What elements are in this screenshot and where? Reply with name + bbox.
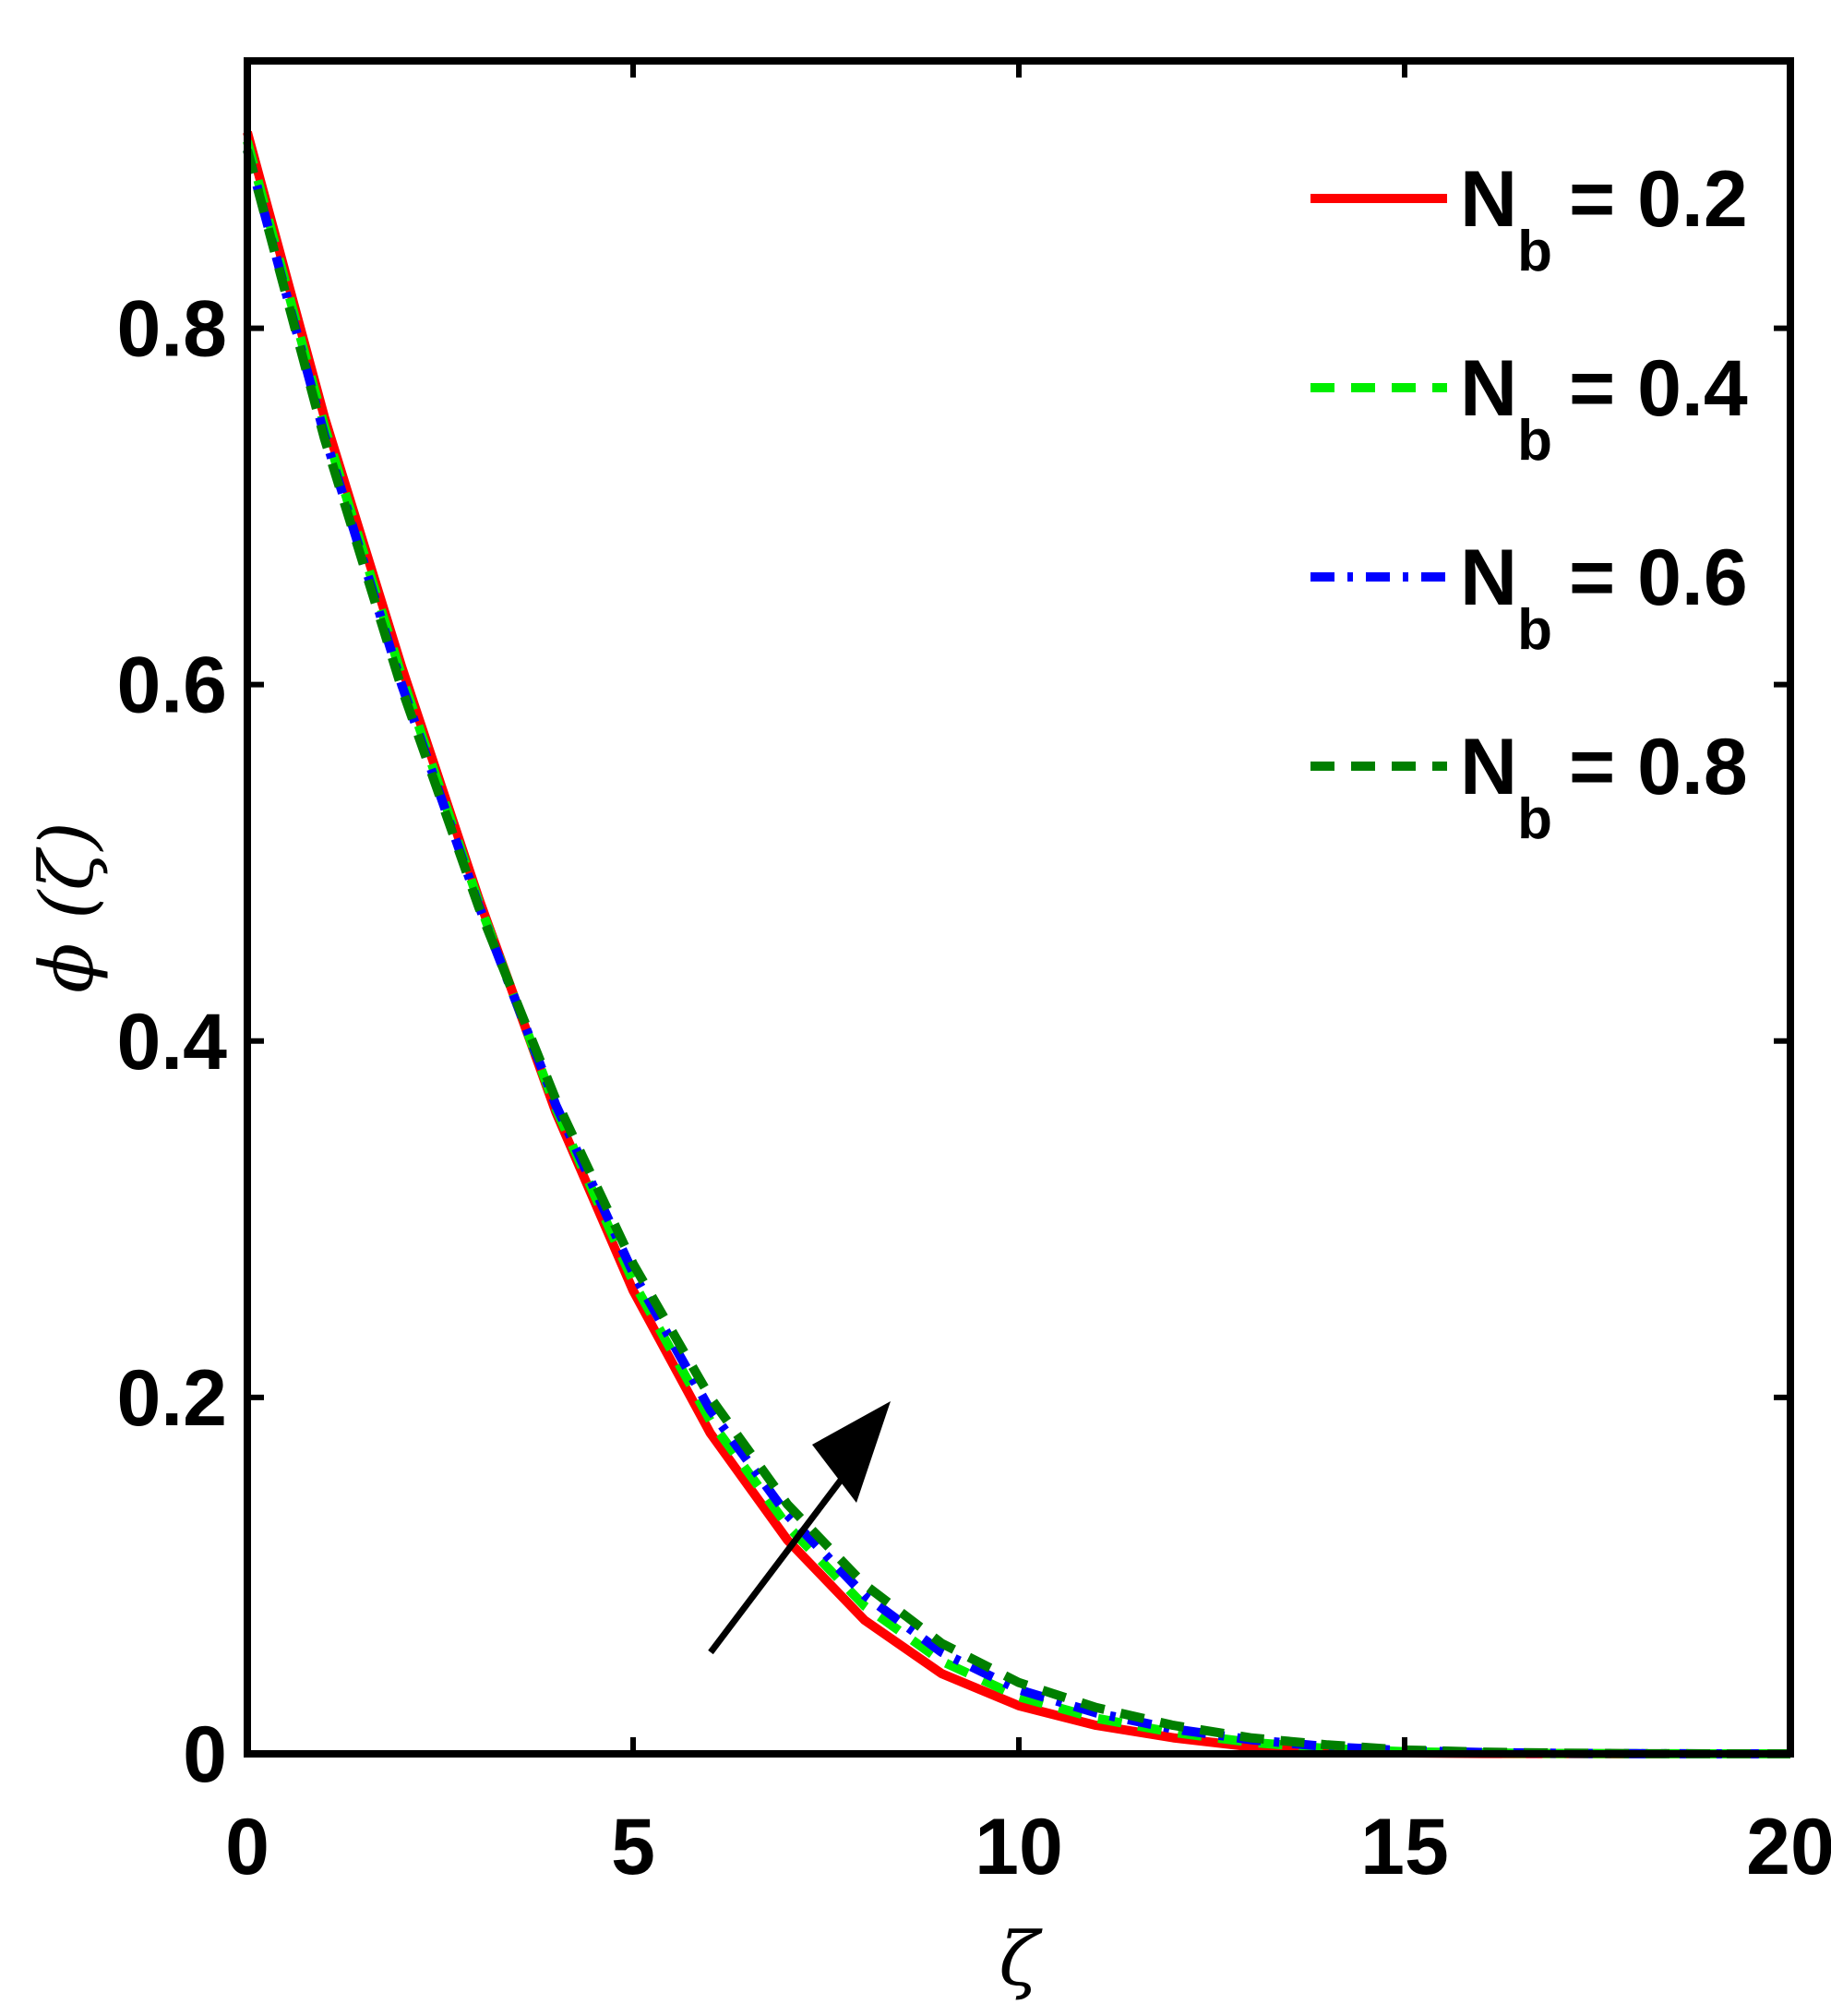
x-tick-label: 20 xyxy=(1746,1803,1831,1891)
ticks-layer xyxy=(245,61,1793,1757)
legend-label-4: Nb= 0.8 xyxy=(1460,723,1748,851)
y-tick-label: 0.4 xyxy=(116,998,227,1086)
legend-label-1: Nb= 0.2 xyxy=(1460,155,1748,283)
annotation-arrow xyxy=(708,1401,891,1655)
legend: Nb= 0.2 Nb= 0.4 Nb= 0.6 Nb= 0.8 xyxy=(1310,155,1748,851)
y-tick-label: 0 xyxy=(183,1710,227,1799)
arrow-head xyxy=(812,1401,891,1503)
x-tick-label: 0 xyxy=(225,1803,269,1891)
x-tick-label: 15 xyxy=(1360,1803,1449,1891)
legend-label-2: Nb= 0.4 xyxy=(1460,344,1748,473)
y-tick-label: 0.2 xyxy=(116,1354,227,1443)
arrow-shaft xyxy=(708,1460,856,1655)
legend-label-3: Nb= 0.6 xyxy=(1460,534,1748,662)
x-tick-label: 10 xyxy=(975,1803,1063,1891)
y-axis-label: ϕ (ζ) xyxy=(24,822,110,993)
tick-labels-layer: 0 5 10 15 20 0 0.2 0.4 0.6 0.8 xyxy=(116,285,1831,1891)
x-tick-label: 5 xyxy=(611,1803,655,1891)
x-axis-label: ζ xyxy=(999,1916,1043,2002)
y-tick-label: 0.6 xyxy=(116,642,227,730)
y-tick-label: 0.8 xyxy=(116,285,227,374)
